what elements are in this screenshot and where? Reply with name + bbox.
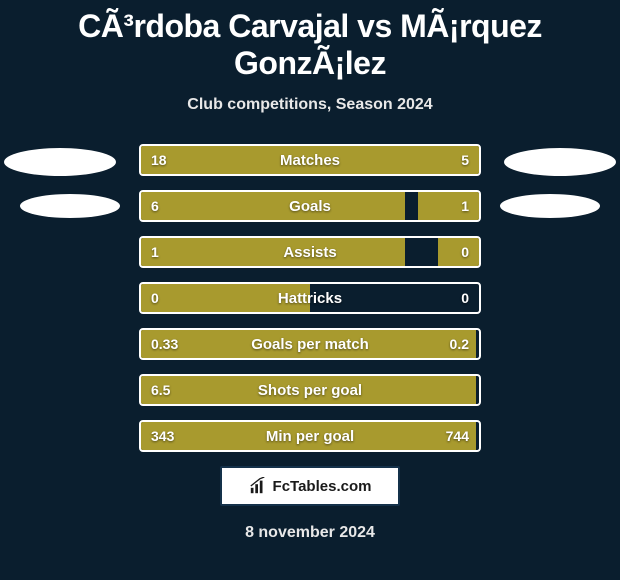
stat-bars-container: 185Matches 61Goals 10Assists 00Hattricks 0.3… — [139, 144, 481, 452]
decorative-ellipse — [500, 194, 600, 218]
brand-label: FcTables.com — [273, 478, 372, 495]
brand-badge: FcTables.com — [220, 466, 400, 506]
stat-bar: 61Goals — [139, 190, 481, 222]
stat-bar: 00Hattricks — [139, 282, 481, 314]
stat-bar-fill-left — [141, 376, 476, 404]
stat-value-right: 0 — [461, 284, 469, 312]
stat-bar-fill-right — [405, 146, 479, 174]
stat-bar: 6.5Shots per goal — [139, 374, 481, 406]
stat-bar: 0.330.2Goals per match — [139, 328, 481, 360]
stat-bar-fill-right — [438, 238, 479, 266]
stat-bar-fill-left — [141, 192, 405, 220]
page-subtitle: Club competitions, Season 2024 — [0, 96, 620, 114]
stat-bar: 185Matches — [139, 144, 481, 176]
stat-bar-fill-left — [141, 238, 405, 266]
stat-bar: 343744Min per goal — [139, 420, 481, 452]
footer-date: 8 november 2024 — [0, 524, 620, 542]
stat-bar-fill-left — [141, 284, 310, 312]
stat-bar: 10Assists — [139, 236, 481, 268]
stat-bar-fill-left — [141, 422, 476, 450]
page-title: CÃ³rdoba Carvajal vs MÃ¡rquez GonzÃ¡lez — [0, 0, 620, 82]
decorative-ellipse — [4, 148, 116, 176]
chart-icon — [249, 477, 267, 495]
stat-bar-fill-left — [141, 146, 405, 174]
stat-bar-fill-left — [141, 330, 476, 358]
stat-bar-fill-right — [418, 192, 479, 220]
decorative-ellipse — [504, 148, 616, 176]
comparison-area: 185Matches 61Goals 10Assists 00Hattricks 0.3… — [0, 144, 620, 452]
decorative-ellipse — [20, 194, 120, 218]
